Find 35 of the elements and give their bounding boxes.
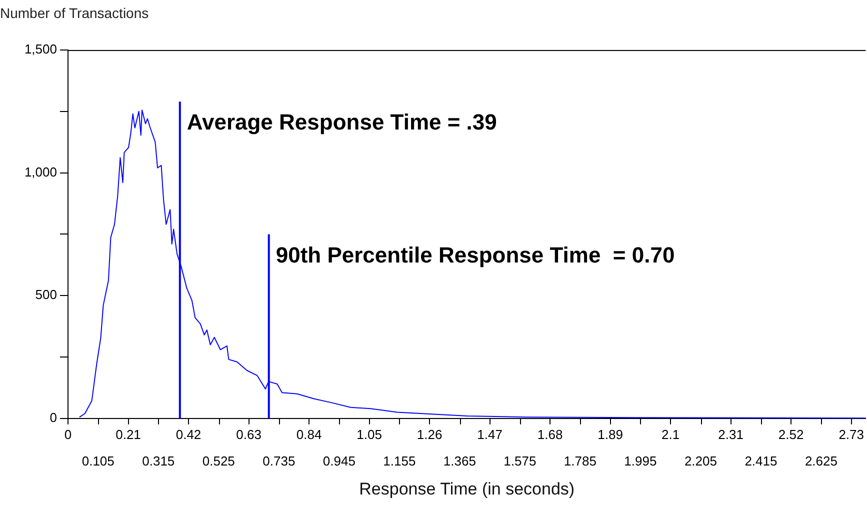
x-tick-label: 0.84 (296, 426, 322, 442)
x2-tick-label: 1.995 (624, 453, 657, 468)
ref-line-label: 90th Percentile Response Time = 0.70 (276, 242, 675, 268)
x2-tick-label: 0.525 (202, 453, 235, 468)
x-tick-label: 1.68 (537, 426, 563, 442)
x2-tick-label: 0.945 (322, 453, 356, 468)
x2-tick-label: 2.415 (744, 453, 778, 468)
x2-tick-label: 0.105 (82, 453, 114, 468)
y-axis-title: Number of Transactions (0, 5, 149, 21)
x2-tick-label: 2.205 (684, 453, 717, 468)
x-tick-label: 0 (64, 426, 72, 442)
x-tick-label: 2.52 (778, 426, 804, 442)
x2-tick-label: 1.575 (504, 453, 536, 468)
x2-tick-label: 2.625 (804, 453, 838, 468)
x2-tick-label: 0.735 (262, 453, 296, 468)
x-tick-label: 0.21 (116, 426, 141, 442)
y-tick-label: 1,000 (24, 164, 57, 180)
x-tick-label: 2.73 (838, 426, 864, 442)
x-tick-label: 2.31 (718, 426, 744, 442)
y-tick-label: 500 (35, 287, 57, 302)
x2-tick-label: 1.365 (443, 453, 476, 468)
x-axis-title: Response Time (in seconds) (359, 479, 575, 498)
y-tick-label: 1,500 (24, 42, 57, 57)
y-tick-label: 0 (50, 410, 57, 425)
x-tick-label: 1.26 (416, 426, 442, 442)
x-tick-label: 1.05 (356, 426, 382, 442)
x-tick-label: 1.89 (598, 426, 623, 442)
x2-tick-label: 1.155 (383, 453, 416, 468)
ref-line-label: Average Response Time = .39 (186, 110, 497, 135)
x-tick-label: 0.63 (236, 426, 262, 442)
x-tick-label: 0.42 (176, 426, 202, 442)
x2-tick-label: 1.785 (564, 453, 596, 468)
x2-tick-label: 0.315 (142, 453, 175, 468)
x-tick-label: 1.47 (477, 426, 502, 442)
x-tick-label: 2.1 (662, 426, 680, 442)
